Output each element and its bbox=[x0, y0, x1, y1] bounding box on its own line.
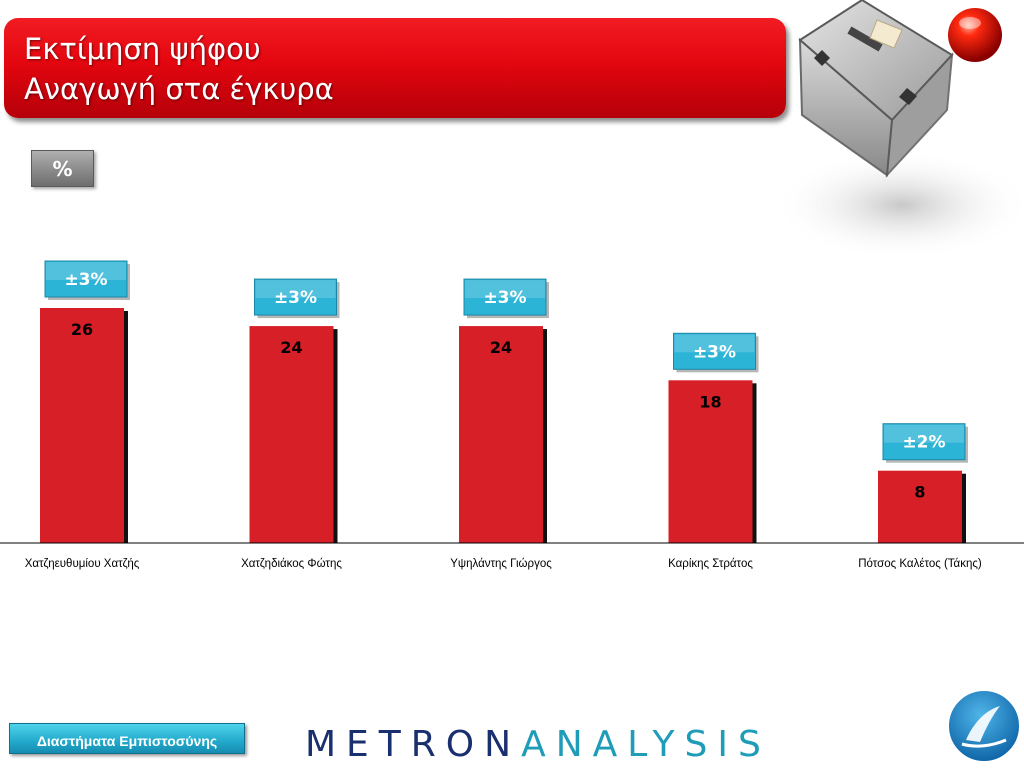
category-label: Χατζηδιάκος Φώτης bbox=[241, 558, 342, 570]
bar-value-label: 24 bbox=[280, 338, 302, 357]
bar-value-label: 18 bbox=[699, 392, 721, 411]
unit-badge: % bbox=[31, 150, 94, 187]
page-title: Εκτίμηση ψήφου bbox=[24, 32, 261, 66]
error-margin-label: ±3% bbox=[64, 270, 107, 290]
page-subtitle: Αναγωγή στα έγκυρα bbox=[24, 72, 334, 106]
error-margin-label: ±3% bbox=[483, 288, 526, 308]
bar bbox=[40, 308, 124, 543]
bar-value-label: 8 bbox=[914, 483, 925, 502]
bar-value-label: 26 bbox=[71, 320, 93, 339]
error-margin-badge: ±3% bbox=[44, 260, 130, 300]
error-margin-badge: ±3% bbox=[254, 278, 340, 319]
error-margin-label: ±3% bbox=[274, 288, 317, 308]
error-badge-highlight bbox=[884, 424, 964, 443]
category-label: Καρίκης Στράτος bbox=[668, 558, 753, 570]
bar-value-label: 24 bbox=[490, 338, 512, 357]
bar bbox=[668, 380, 753, 543]
error-badge-highlight bbox=[465, 280, 545, 299]
error-badge-highlight bbox=[674, 334, 755, 353]
category-label: Υψηλάντης Γιώργος bbox=[450, 558, 552, 570]
metron-analysis-logo: METRONANALYSIS bbox=[305, 722, 771, 768]
error-badge-box bbox=[254, 278, 337, 316]
error-margin-label: ±2% bbox=[902, 433, 945, 453]
error-margin-badge: ±2% bbox=[882, 423, 968, 463]
category-label: Πότσος Καλέτος (Τάκης) bbox=[858, 558, 982, 570]
error-badge-box bbox=[463, 278, 547, 316]
error-badge-highlight bbox=[46, 262, 126, 280]
logo-part-analysis: ANALYSIS bbox=[521, 724, 771, 765]
bar bbox=[459, 326, 543, 543]
ballot-box-icon bbox=[772, 0, 1024, 260]
error-badge-highlight bbox=[255, 280, 336, 299]
red-orb-icon bbox=[948, 8, 1002, 62]
logo-part-metron: METRON bbox=[305, 724, 522, 765]
emblem-icon bbox=[947, 689, 1021, 763]
error-badge-box bbox=[673, 332, 756, 370]
bar bbox=[249, 326, 334, 543]
error-margin-badge: ±3% bbox=[673, 332, 759, 373]
category-label: Χατζηευθυμίου Χατζής bbox=[25, 558, 140, 570]
error-margin-label: ±3% bbox=[693, 342, 736, 362]
confidence-intervals-button[interactable]: Διαστήματα Εμπιστοσύνης bbox=[9, 723, 245, 754]
error-badge-box bbox=[44, 260, 128, 298]
bar bbox=[878, 470, 962, 543]
error-badge-box bbox=[882, 423, 966, 461]
title-banner: Εκτίμηση ψήφου Αναγωγή στα έγκυρα bbox=[4, 18, 786, 118]
error-margin-badge: ±3% bbox=[463, 278, 549, 319]
